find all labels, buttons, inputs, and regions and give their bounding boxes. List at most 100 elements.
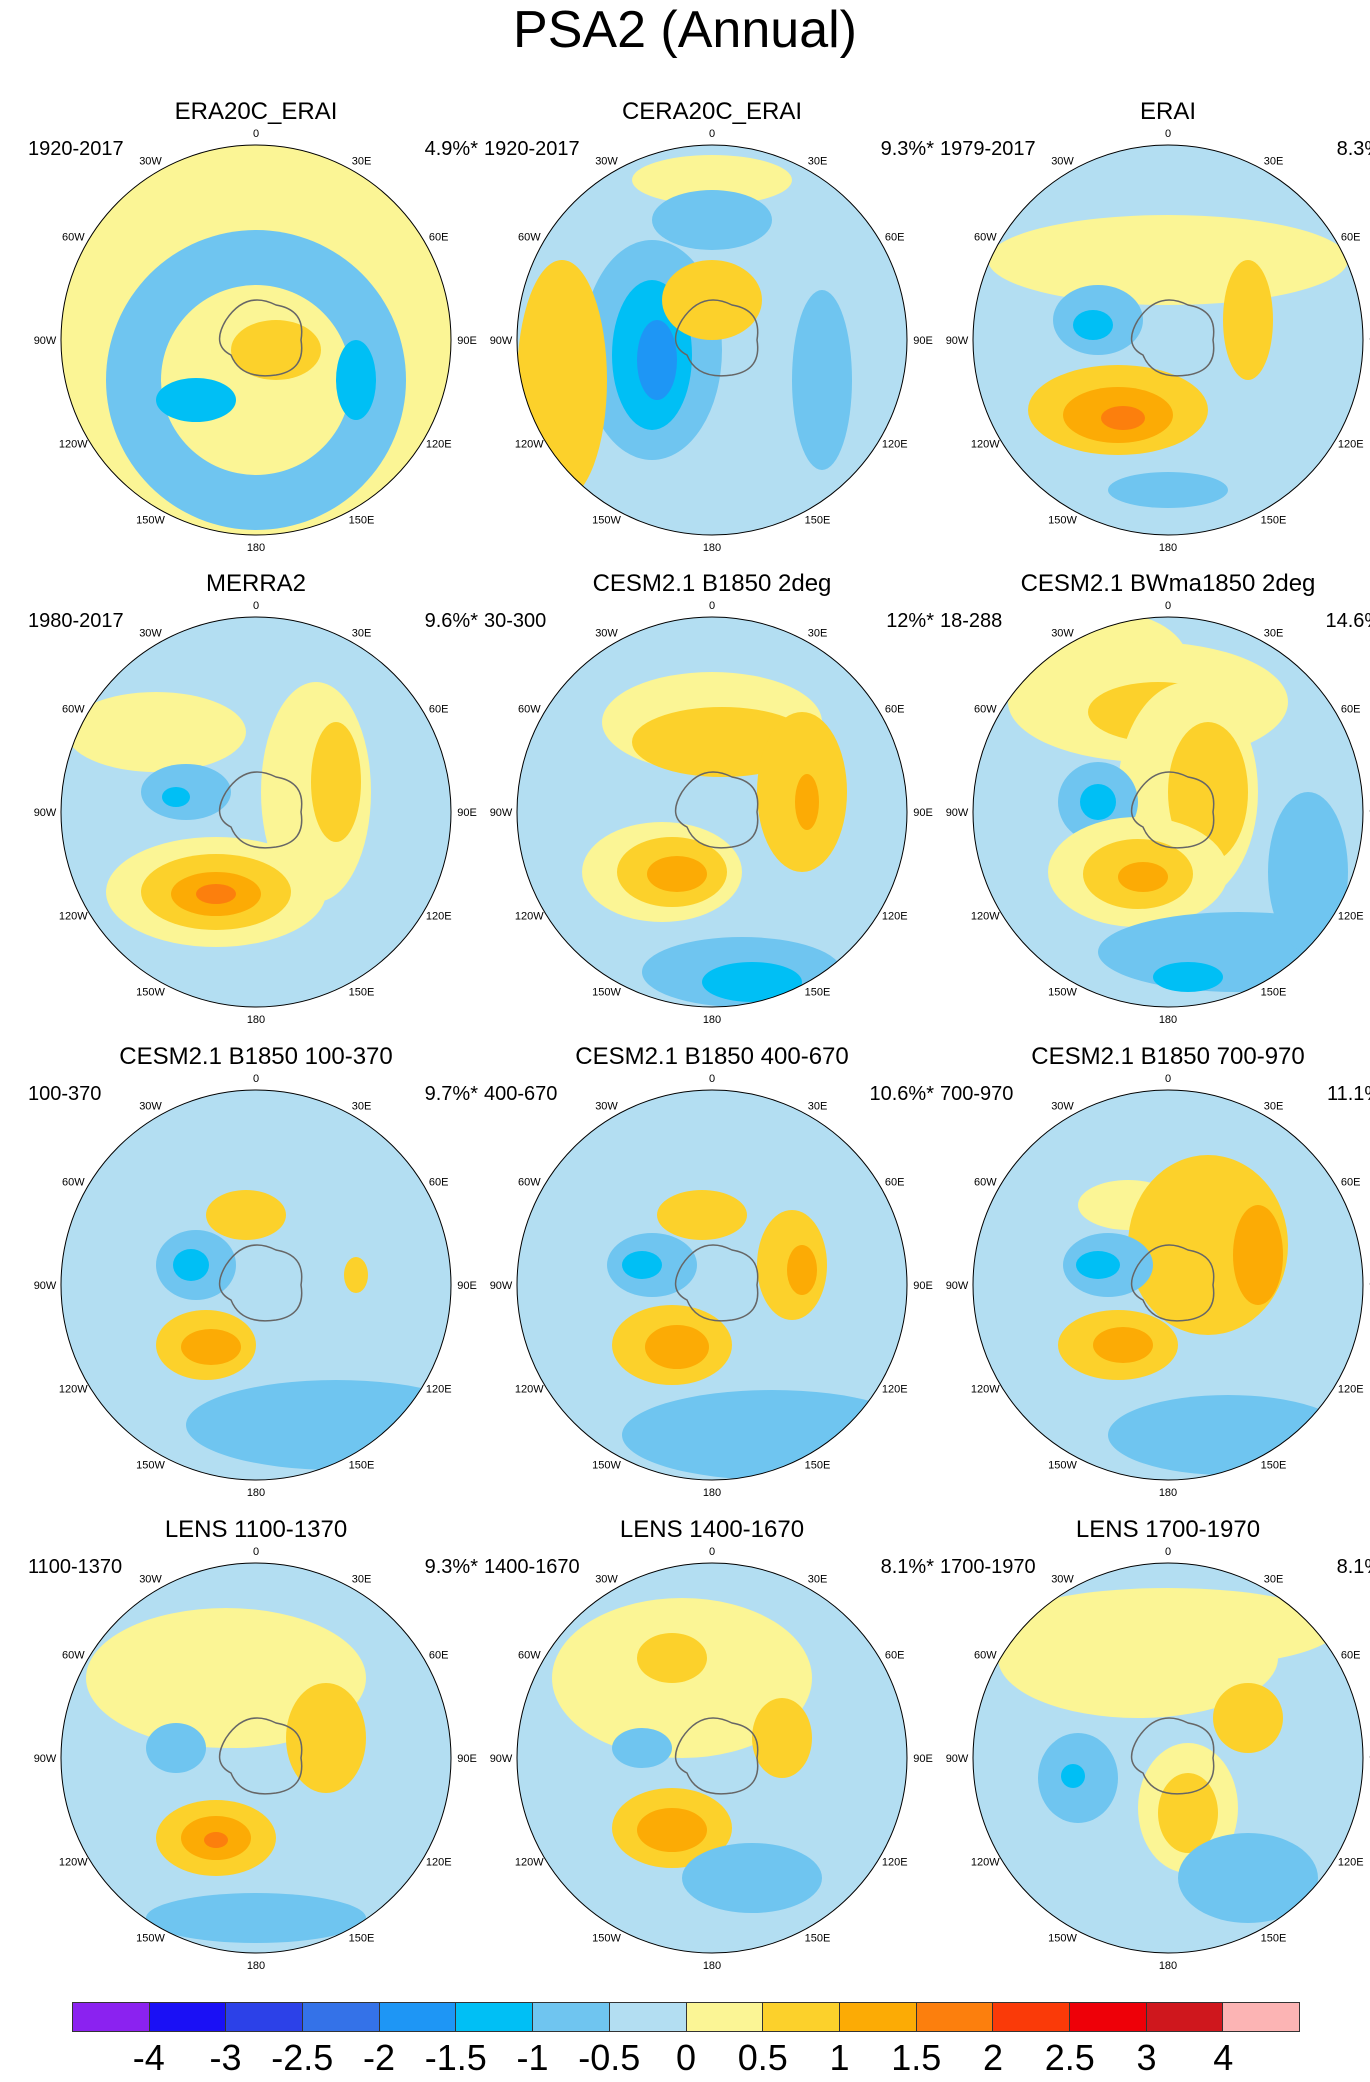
longitude-label: 90E [457, 1753, 477, 1765]
longitude-label: 180 [703, 542, 721, 554]
longitude-label: 150W [1048, 1932, 1077, 1944]
panel-title: LENS 1700-1970 [1075, 1516, 1261, 1543]
anomaly-contour [156, 378, 236, 422]
longitude-label: 120E [882, 1384, 908, 1396]
longitude-label: 30W [1051, 1574, 1074, 1586]
anomaly-contour [344, 1257, 368, 1293]
longitude-label: 120E [882, 439, 908, 451]
longitude-label: 90W [946, 1753, 969, 1765]
map-boundary [972, 616, 1364, 1008]
anomaly-contour [1223, 260, 1273, 380]
anomaly-contour [752, 1698, 812, 1778]
longitude-label: 60W [62, 232, 85, 244]
longitude-label: 30E [352, 1101, 372, 1113]
longitude-label: 180 [1159, 1960, 1177, 1972]
longitude-label: 120W [515, 439, 544, 451]
colorbar-swatch [916, 2003, 994, 2031]
panel-title: CERA20C_ERAI [621, 98, 803, 125]
map-boundary [60, 1089, 452, 1481]
longitude-label: 150W [1048, 986, 1077, 998]
anomaly-contour [146, 1723, 206, 1773]
longitude-label: 150W [136, 986, 165, 998]
longitude-label: 180 [247, 1960, 265, 1972]
longitude-label: 120W [515, 911, 544, 923]
map-panel: 0 30E 60E 90E 120E 150E 180 150W 120W 90W 60W 30W LE… [484, 1508, 940, 1978]
anomaly-contour [206, 1190, 286, 1240]
longitude-label: 30W [595, 156, 618, 168]
anomaly-contour [181, 1329, 241, 1365]
colorbar-swatch [1223, 2003, 1299, 2031]
map-boundary [972, 1562, 1364, 1954]
longitude-label: 60W [974, 1177, 997, 1189]
longitude-label: 30W [1051, 156, 1074, 168]
longitude-label: 60W [974, 704, 997, 716]
longitude-label: 60E [885, 1650, 905, 1662]
map-panel: 030E60E90E120E150E180150W120W90W60W30WER… [940, 90, 1370, 560]
longitude-label: 90W [946, 335, 969, 347]
longitude-label: 120E [1338, 1857, 1364, 1869]
colorbar-swatch [149, 2003, 227, 2031]
map-panel: 0 30E 60E 90E 120E 150E 180 150W 120W 90W 60W 30W CE… [484, 90, 940, 560]
colorbar-tick-label: 1.5 [891, 2037, 942, 2078]
colorbar-tick-label: 3 [1136, 2037, 1157, 2078]
anomaly-contour [682, 1843, 822, 1913]
longitude-label: 90W [34, 1280, 57, 1292]
longitude-label: 120W [59, 1857, 88, 1869]
longitude-label: 120E [426, 1857, 452, 1869]
colorbar-swatch [993, 2003, 1070, 2031]
panel-variance-explained: 9.3%* [424, 1556, 478, 1578]
longitude-label: 60W [974, 1650, 997, 1662]
map-panel: 0 30E 60E 90E 120E 150E 180 150W 120W 90W 60W 30W CE… [28, 1035, 484, 1505]
panel-year-range: 1920-2017 [28, 138, 124, 160]
longitude-label: 0 [1165, 600, 1171, 612]
longitude-label: 120W [515, 1857, 544, 1869]
anomaly-contour [795, 774, 819, 830]
antarctica-coastline [674, 1717, 759, 1795]
longitude-label: 60E [429, 232, 449, 244]
longitude-label: 60E [1341, 704, 1361, 716]
figure-title: PSA2 (Annual) [513, 1, 857, 59]
colorbar-tick-label: 0 [675, 2037, 697, 2078]
panel-year-range: 30-300 [484, 610, 547, 632]
longitude-label: 30E [352, 156, 372, 168]
longitude-label: 60E [429, 1177, 449, 1189]
longitude-label: 60E [885, 1177, 905, 1189]
colorbar-tick-label: -2 [362, 2037, 396, 2078]
panel-variance-explained: 9.6%* [424, 610, 478, 632]
map-panel: 0 30E 60E 90E 120E 150E 180 150W 120W 90W 60W 30W LE… [28, 1508, 484, 1978]
panel-title: CESM2.1 B1850 400-670 [575, 1043, 849, 1070]
longitude-label: 60E [429, 1650, 449, 1662]
longitude-label: 150E [349, 1459, 375, 1471]
anomaly-contour [1153, 962, 1223, 992]
longitude-label: 30W [1051, 1101, 1074, 1113]
antarctica-coastline [218, 299, 303, 377]
anomaly-contour [336, 340, 376, 420]
longitude-label: 60E [1341, 1177, 1361, 1189]
anomaly-contour [1098, 912, 1363, 992]
colorbar-tick-label: -2.5 [271, 2037, 334, 2078]
longitude-label: 30E [808, 1574, 828, 1586]
longitude-label: 30E [1264, 1574, 1284, 1586]
panel-title: CESM2.1 B1850 100-370 [119, 1043, 393, 1070]
anomaly-contour [998, 1598, 1278, 1718]
colorbar-tick-label: 2.5 [1044, 2037, 1095, 2078]
longitude-label: 120W [971, 1384, 1000, 1396]
map-boundary [972, 1089, 1364, 1481]
longitude-label: 30W [139, 1574, 162, 1586]
anomaly-contour [637, 1633, 707, 1683]
longitude-label: 90E [913, 335, 933, 347]
longitude-label: 60E [1341, 1650, 1361, 1662]
colorbar-swatch [303, 2003, 380, 2031]
longitude-label: 120E [426, 1384, 452, 1396]
antarctica-coastline [1130, 299, 1215, 377]
anomaly-contour [647, 856, 707, 892]
longitude-label: 60W [518, 232, 541, 244]
map-boundary [516, 1562, 908, 1954]
longitude-label: 150W [1048, 1459, 1077, 1471]
anomaly-contour [1118, 862, 1168, 892]
